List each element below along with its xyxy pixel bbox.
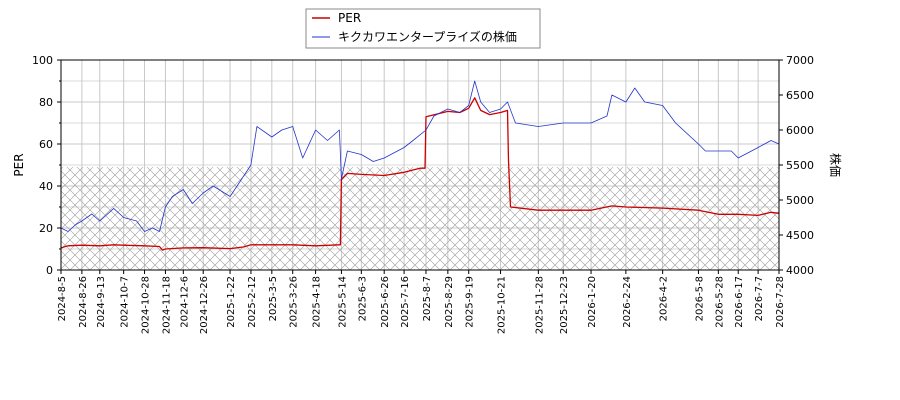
x-tick-label: 2026-4-2 — [659, 276, 670, 321]
x-tick-label: 2025-9-19 — [465, 276, 476, 328]
y-right-tick-label: 5000 — [786, 194, 814, 207]
x-tick-label: 2025-10-21 — [497, 276, 508, 334]
x-tick-label: 2024-9-13 — [96, 276, 107, 328]
y-right-tick-label: 6000 — [786, 124, 814, 137]
y-left-tick-label: 100 — [32, 54, 53, 67]
axes: 0 20 40 60 80 100 4000 4500 5000 5500 6000 6500 7000… — [12, 54, 843, 334]
x-tick-label: 2026-7-7 — [754, 276, 765, 321]
x-tick-label: 2025-3-26 — [289, 276, 300, 328]
y-left-tick-label: 20 — [39, 222, 53, 235]
x-tick-label: 2026-2-24 — [622, 276, 633, 328]
x-tick-label: 2025-2-12 — [247, 276, 258, 328]
x-tick-label: 2025-11-28 — [534, 276, 545, 334]
x-tick-label: 2026-7-28 — [775, 276, 786, 328]
x-tick-label: 2025-3-5 — [268, 276, 279, 321]
x-tick-label: 2026-1-20 — [587, 276, 598, 328]
x-tick-label: 2024-12-26 — [199, 276, 210, 334]
legend: PER キクカワエンタープライズの株価 — [305, 8, 541, 49]
y-right-axis-label: 株価 — [828, 153, 843, 177]
x-tick-label: 2025-6-3 — [357, 276, 368, 321]
x-tick-label: 2024-10-7 — [120, 276, 131, 328]
x-tick-label: 2025-8-7 — [422, 276, 433, 321]
x-tick-label: 2026-5-28 — [714, 276, 725, 328]
legend-label: PER — [338, 11, 361, 25]
hatched-band — [61, 167, 779, 270]
y-left-tick-label: 40 — [39, 180, 53, 193]
x-tick-label: 2024-8-5 — [57, 276, 68, 321]
y-right-tick-label: 6500 — [786, 89, 814, 102]
y-left-tick-label: 60 — [39, 138, 53, 151]
series-layer — [60, 80, 780, 251]
x-tick-label: 2025-1-22 — [226, 276, 237, 328]
y-right-tick-label: 7000 — [786, 54, 814, 67]
x-tick-label: 2024-12-6 — [179, 276, 190, 328]
y-left-axis-label: PER — [12, 153, 26, 176]
series-line-per — [60, 97, 780, 251]
x-tick-label: 2024-11-18 — [161, 276, 172, 334]
x-tick-label: 2026-5-8 — [694, 276, 705, 321]
legend-box — [305, 8, 541, 49]
y-right-tick-label: 4500 — [786, 229, 814, 242]
y-left-tick-label: 0 — [46, 264, 53, 277]
series-line-stock-price — [60, 80, 780, 232]
x-tick-label: 2024-10-28 — [141, 276, 152, 334]
x-tick-label: 2025-12-23 — [559, 276, 570, 334]
y-left-tick-label: 80 — [39, 96, 53, 109]
x-tick-label: 2025-8-29 — [444, 276, 455, 328]
y-right-tick-label: 5500 — [786, 159, 814, 172]
legend-label: キクカワエンタープライズの株価 — [338, 29, 517, 44]
x-tick-label: 2024-8-26 — [78, 276, 89, 328]
x-tick-label: 2025-6-26 — [380, 276, 391, 328]
x-tick-label: 2025-7-16 — [400, 276, 411, 328]
x-tick-label: 2026-6-17 — [734, 276, 745, 328]
x-tick-label: 2025-4-18 — [312, 276, 323, 328]
y-right-tick-label: 4000 — [786, 264, 814, 277]
x-tick-label: 2025-5-14 — [337, 276, 348, 328]
